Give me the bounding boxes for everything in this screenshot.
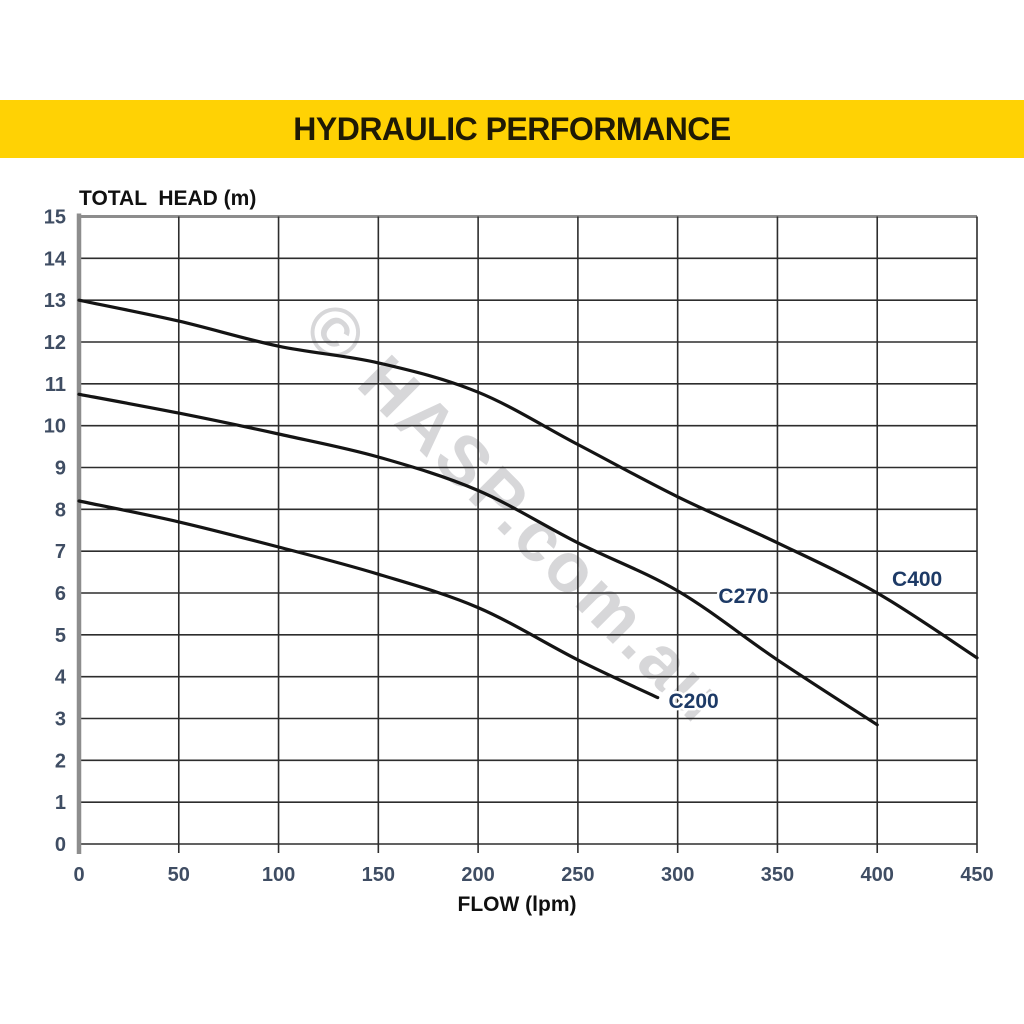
y-tick-label: 11 <box>45 374 66 396</box>
x-tick-label: 150 <box>362 864 395 886</box>
curve-label-c400: C400 <box>892 568 942 591</box>
y-axis-title: TOTAL HEAD (m) <box>79 187 257 210</box>
y-tick-label: 5 <box>55 625 66 647</box>
y-tick-label: 4 <box>55 667 67 689</box>
y-tick-label: 6 <box>55 583 66 605</box>
y-tick-label: 15 <box>44 207 66 229</box>
x-tick-label: 200 <box>461 864 494 886</box>
y-tick-label: 9 <box>55 458 66 480</box>
y-tick-label: 7 <box>55 541 66 563</box>
y-tick-label: 10 <box>44 416 66 438</box>
page-title: HYDRAULIC PERFORMANCE <box>293 110 731 147</box>
y-tick-label: 12 <box>44 332 66 354</box>
x-tick-label: 250 <box>561 864 594 886</box>
curve-c270 <box>77 392 879 727</box>
x-axis-title: FLOW (lpm) <box>457 893 577 916</box>
x-tick-label: 400 <box>861 864 894 886</box>
y-tick-label: 14 <box>44 248 67 270</box>
x-tick-label: 350 <box>761 864 794 886</box>
curve-label-c270: C270 <box>718 585 768 608</box>
y-tick-label: 8 <box>55 499 66 521</box>
y-tick-label: 3 <box>55 709 66 731</box>
x-tick-label: 0 <box>73 864 84 886</box>
x-tick-label: 450 <box>960 864 993 886</box>
x-tick-label: 300 <box>661 864 694 886</box>
curve-label-c200: C200 <box>669 690 719 713</box>
y-tick-label: 2 <box>55 750 66 772</box>
curve-c200 <box>77 499 660 700</box>
y-tick-label: 13 <box>44 290 66 312</box>
title-banner: HYDRAULIC PERFORMANCE <box>0 100 1024 158</box>
x-tick-label: 50 <box>168 864 190 886</box>
x-tick-label: 100 <box>262 864 295 886</box>
curve-c400 <box>77 298 979 660</box>
y-tick-label: 0 <box>55 834 66 856</box>
y-tick-label: 1 <box>55 792 66 814</box>
